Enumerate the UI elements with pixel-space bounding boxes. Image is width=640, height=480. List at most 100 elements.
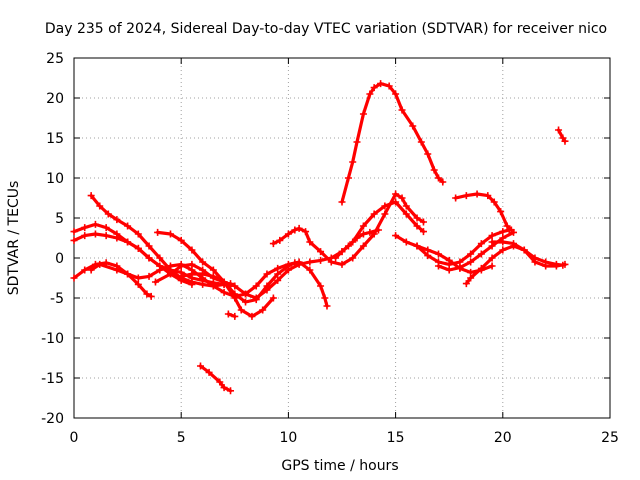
- data-point: [96, 260, 104, 268]
- data-point: [306, 258, 314, 266]
- x-tick-label: 15: [387, 430, 405, 446]
- data-point: [434, 174, 442, 182]
- data-point: [332, 254, 340, 262]
- series-arc-15: [413, 226, 513, 268]
- data-point: [177, 272, 185, 280]
- data-point: [209, 282, 217, 290]
- data-point: [507, 226, 515, 234]
- data-point: [87, 266, 95, 274]
- data-point: [370, 210, 378, 218]
- data-point: [156, 266, 164, 274]
- data-point: [419, 228, 427, 236]
- data-point: [284, 262, 292, 270]
- data-point: [248, 312, 256, 320]
- data-point: [503, 222, 511, 230]
- data-point: [102, 232, 110, 240]
- data-point: [263, 282, 271, 290]
- data-point: [359, 230, 367, 238]
- data-point: [344, 242, 352, 250]
- x-tick-label: 25: [601, 430, 619, 446]
- y-tick-label: 15: [46, 131, 64, 147]
- data-point: [263, 270, 271, 278]
- data-point: [216, 378, 224, 386]
- series-arc-10: [196, 362, 235, 395]
- data-point: [227, 387, 235, 395]
- data-point: [374, 226, 382, 234]
- data-point: [295, 260, 303, 268]
- data-point: [353, 234, 361, 242]
- data-point: [392, 232, 400, 240]
- data-point: [392, 90, 400, 98]
- y-tick-label: -15: [41, 371, 64, 387]
- data-point: [439, 178, 447, 186]
- data-point: [381, 202, 389, 210]
- series-arc-16: [434, 228, 518, 274]
- series-arc-11: [269, 190, 427, 268]
- data-point: [220, 278, 228, 286]
- data-point: [220, 384, 228, 392]
- data-point: [291, 259, 299, 267]
- data-point: [188, 246, 196, 254]
- data-point: [302, 228, 310, 236]
- data-point: [177, 236, 185, 244]
- data-point: [70, 236, 78, 244]
- x-tick-label: 0: [70, 430, 79, 446]
- data-point: [166, 262, 174, 270]
- y-tick-label: -5: [50, 291, 64, 307]
- data-point: [252, 282, 260, 290]
- data-point: [392, 198, 400, 206]
- data-point: [484, 192, 492, 200]
- data-point: [291, 226, 299, 234]
- data-point: [259, 306, 267, 314]
- data-point: [499, 246, 507, 254]
- data-point: [417, 138, 425, 146]
- data-point: [520, 246, 528, 254]
- y-tick-label: 20: [46, 91, 64, 107]
- data-point: [166, 230, 174, 238]
- data-point: [349, 158, 357, 166]
- data-point: [199, 258, 207, 266]
- data-point: [151, 278, 159, 286]
- data-point: [306, 266, 314, 274]
- data-point: [338, 248, 346, 256]
- data-point: [398, 106, 406, 114]
- data-point: [430, 166, 438, 174]
- data-point: [377, 80, 385, 88]
- series-arc-9: [224, 310, 239, 320]
- data-point: [413, 222, 421, 230]
- data-point: [199, 270, 207, 278]
- data-point: [188, 278, 196, 286]
- y-tick-label: -10: [41, 331, 64, 347]
- data-point: [91, 220, 99, 228]
- series-trace: [89, 194, 233, 288]
- data-point: [561, 137, 569, 145]
- data-point: [124, 270, 132, 278]
- data-point: [188, 270, 196, 278]
- data-point: [381, 210, 389, 218]
- data-point: [252, 296, 260, 304]
- series-arc-19: [488, 238, 569, 270]
- data-point: [147, 292, 155, 300]
- data-point: [317, 248, 325, 256]
- data-point: [488, 254, 496, 262]
- data-point: [462, 280, 470, 288]
- data-point: [392, 190, 400, 198]
- data-point: [323, 302, 331, 310]
- data-point: [359, 242, 367, 250]
- data-point: [113, 216, 121, 224]
- data-point: [70, 228, 78, 236]
- data-point: [385, 82, 393, 90]
- data-point: [349, 254, 357, 262]
- series-arc-18: [452, 190, 515, 234]
- data-point: [145, 242, 153, 250]
- data-point: [473, 190, 481, 198]
- x-tick-label: 10: [279, 430, 297, 446]
- data-point: [196, 362, 204, 370]
- data-point: [274, 270, 282, 278]
- data-point: [154, 228, 162, 236]
- data-point: [321, 294, 329, 302]
- data-point: [242, 298, 250, 306]
- y-tick-label: 25: [46, 51, 64, 67]
- data-point: [317, 282, 325, 290]
